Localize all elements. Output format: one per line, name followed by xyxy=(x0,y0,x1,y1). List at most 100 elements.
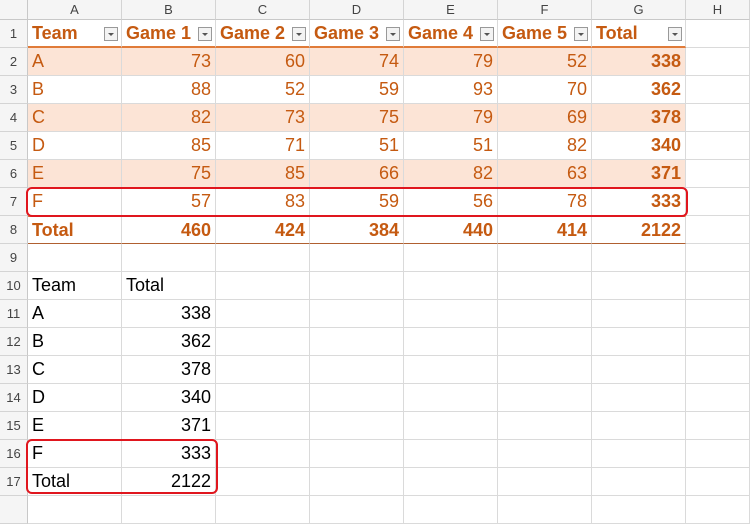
table-cell[interactable]: 52 xyxy=(216,76,310,104)
cell[interactable] xyxy=(216,272,310,300)
cell[interactable] xyxy=(404,468,498,496)
summary-cell[interactable]: 340 xyxy=(122,384,216,412)
cell[interactable] xyxy=(498,300,592,328)
cell[interactable] xyxy=(686,468,750,496)
table-cell[interactable]: 73 xyxy=(216,104,310,132)
table-cell[interactable]: 51 xyxy=(310,132,404,160)
row-header-17[interactable]: 17 xyxy=(0,468,28,496)
row-header-10[interactable]: 10 xyxy=(0,272,28,300)
filter-dropdown-icon[interactable] xyxy=(574,27,588,41)
cell[interactable] xyxy=(310,328,404,356)
cell[interactable] xyxy=(216,412,310,440)
table-cell[interactable]: 59 xyxy=(310,188,404,216)
table-cell[interactable]: A xyxy=(28,48,122,76)
table-cell[interactable]: 57 xyxy=(122,188,216,216)
summary-cell[interactable]: 362 xyxy=(122,328,216,356)
summary-cell[interactable]: C xyxy=(28,356,122,384)
cell[interactable] xyxy=(216,300,310,328)
cell[interactable] xyxy=(216,496,310,524)
table-cell[interactable]: 56 xyxy=(404,188,498,216)
table-header-cell[interactable]: Total xyxy=(592,20,686,48)
cell[interactable] xyxy=(310,384,404,412)
summary-cell[interactable]: 333 xyxy=(122,440,216,468)
table-total-cell[interactable]: Total xyxy=(28,216,122,244)
row-header-13[interactable]: 13 xyxy=(0,356,28,384)
cell[interactable] xyxy=(216,468,310,496)
table-cell[interactable]: 59 xyxy=(310,76,404,104)
table-cell[interactable]: E xyxy=(28,160,122,188)
cell[interactable] xyxy=(592,300,686,328)
table-cell[interactable]: 70 xyxy=(498,76,592,104)
filter-dropdown-icon[interactable] xyxy=(198,27,212,41)
cell[interactable] xyxy=(404,440,498,468)
cell[interactable] xyxy=(686,48,750,76)
cell[interactable] xyxy=(686,300,750,328)
cell[interactable] xyxy=(592,468,686,496)
cell[interactable] xyxy=(592,412,686,440)
table-header-cell[interactable]: Team xyxy=(28,20,122,48)
summary-cell[interactable]: F xyxy=(28,440,122,468)
table-header-cell[interactable]: Game 5 xyxy=(498,20,592,48)
column-header-H[interactable]: H xyxy=(686,0,750,20)
summary-cell[interactable]: 378 xyxy=(122,356,216,384)
table-header-cell[interactable]: Game 2 xyxy=(216,20,310,48)
cell[interactable] xyxy=(686,244,750,272)
table-cell[interactable]: 51 xyxy=(404,132,498,160)
table-cell[interactable]: 378 xyxy=(592,104,686,132)
cell[interactable] xyxy=(686,412,750,440)
cell[interactable] xyxy=(216,244,310,272)
cell[interactable] xyxy=(498,356,592,384)
cell[interactable] xyxy=(686,20,750,48)
cell[interactable] xyxy=(404,328,498,356)
summary-cell[interactable]: Total xyxy=(28,468,122,496)
cell[interactable] xyxy=(686,104,750,132)
cell[interactable] xyxy=(686,272,750,300)
cell[interactable] xyxy=(498,328,592,356)
row-header-5[interactable]: 5 xyxy=(0,132,28,160)
table-cell[interactable]: 371 xyxy=(592,160,686,188)
table-cell[interactable]: 52 xyxy=(498,48,592,76)
cell[interactable] xyxy=(686,496,750,524)
filter-dropdown-icon[interactable] xyxy=(386,27,400,41)
cell[interactable] xyxy=(404,496,498,524)
row-header-4[interactable]: 4 xyxy=(0,104,28,132)
table-total-cell[interactable]: 414 xyxy=(498,216,592,244)
row-header-2[interactable]: 2 xyxy=(0,48,28,76)
cell[interactable] xyxy=(498,496,592,524)
cell[interactable] xyxy=(686,188,750,216)
column-header-E[interactable]: E xyxy=(404,0,498,20)
row-header-9[interactable]: 9 xyxy=(0,244,28,272)
cell[interactable] xyxy=(498,468,592,496)
table-cell[interactable]: 66 xyxy=(310,160,404,188)
cell[interactable] xyxy=(122,496,216,524)
table-cell[interactable]: 85 xyxy=(122,132,216,160)
column-header-F[interactable]: F xyxy=(498,0,592,20)
cell[interactable] xyxy=(310,412,404,440)
table-cell[interactable]: 60 xyxy=(216,48,310,76)
table-cell[interactable]: 338 xyxy=(592,48,686,76)
column-header-A[interactable]: A xyxy=(28,0,122,20)
row-header-12[interactable]: 12 xyxy=(0,328,28,356)
filter-dropdown-icon[interactable] xyxy=(292,27,306,41)
table-cell[interactable]: D xyxy=(28,132,122,160)
column-header-D[interactable]: D xyxy=(310,0,404,20)
cell[interactable] xyxy=(686,384,750,412)
table-cell[interactable]: 85 xyxy=(216,160,310,188)
cell[interactable] xyxy=(404,356,498,384)
table-total-cell[interactable]: 384 xyxy=(310,216,404,244)
row-header-14[interactable]: 14 xyxy=(0,384,28,412)
cell[interactable] xyxy=(216,384,310,412)
column-header-G[interactable]: G xyxy=(592,0,686,20)
table-header-cell[interactable]: Game 1 xyxy=(122,20,216,48)
summary-header-cell[interactable]: Team xyxy=(28,272,122,300)
cell[interactable] xyxy=(686,356,750,384)
cell[interactable] xyxy=(404,244,498,272)
row-header-1[interactable]: 1 xyxy=(0,20,28,48)
cell[interactable] xyxy=(404,384,498,412)
row-header-7[interactable]: 7 xyxy=(0,188,28,216)
table-cell[interactable]: 83 xyxy=(216,188,310,216)
cell[interactable] xyxy=(686,216,750,244)
table-total-cell[interactable]: 424 xyxy=(216,216,310,244)
cell[interactable] xyxy=(686,440,750,468)
cell[interactable] xyxy=(686,132,750,160)
